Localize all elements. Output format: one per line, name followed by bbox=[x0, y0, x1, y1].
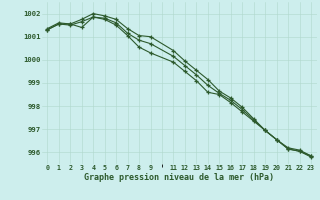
X-axis label: Graphe pression niveau de la mer (hPa): Graphe pression niveau de la mer (hPa) bbox=[84, 173, 274, 182]
